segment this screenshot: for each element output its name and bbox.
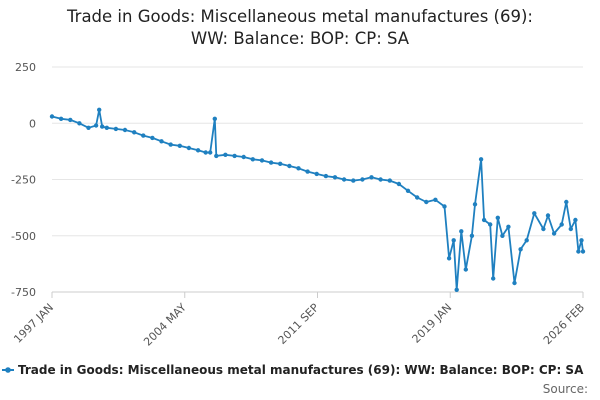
data-point [278, 161, 283, 166]
data-point [463, 267, 468, 272]
data-point [186, 145, 192, 151]
data-point [223, 152, 228, 157]
data-point [442, 204, 447, 209]
data-point [100, 124, 105, 129]
x-tick-label: 2019 JAN [410, 301, 455, 346]
data-point [481, 217, 487, 223]
data-point [495, 215, 500, 220]
data-point [208, 150, 213, 155]
legend-marker-icon [5, 367, 11, 373]
data-point [446, 256, 452, 261]
x-tick-label: 2004 MAY [141, 301, 189, 349]
data-point [551, 231, 557, 236]
source-label: Source: [543, 382, 588, 396]
data-point [58, 116, 64, 122]
data-point [500, 233, 505, 238]
data-point [488, 222, 493, 227]
data-point [168, 142, 173, 147]
data-point [305, 169, 310, 174]
data-point [579, 238, 584, 243]
data-point [378, 177, 383, 182]
data-point [524, 238, 529, 243]
x-tick-label: 1997 JAN [11, 301, 56, 346]
data-point [369, 175, 374, 180]
data-point [159, 139, 164, 144]
y-tick-label: -500 [11, 230, 36, 243]
data-point [232, 153, 237, 159]
data-point [97, 107, 102, 113]
data-point [86, 125, 91, 130]
data-point [506, 224, 511, 229]
data-point [241, 154, 246, 160]
data-point [541, 226, 546, 232]
legend-label: Trade in Goods: Miscellaneous metal manu… [18, 363, 584, 377]
data-point [296, 166, 301, 171]
data-point [132, 130, 137, 135]
data-point [472, 202, 478, 207]
y-tick-label: -250 [11, 174, 36, 187]
data-point [195, 148, 201, 153]
data-point [532, 211, 537, 216]
data-point [104, 125, 110, 130]
data-point [491, 276, 496, 281]
y-tick-label: 250 [15, 61, 36, 74]
data-point [332, 175, 338, 180]
data-point [287, 163, 292, 169]
x-tick-label: 2011 SEP [276, 301, 322, 347]
data-point [424, 199, 429, 205]
x-tick-label: 2026 FEB [541, 301, 587, 347]
data-point [150, 135, 155, 141]
data-point [212, 116, 217, 122]
data-point [122, 127, 128, 133]
data-point [415, 195, 420, 200]
data-point [387, 178, 392, 183]
data-point [113, 126, 119, 132]
data-point [250, 157, 255, 162]
data-point [203, 150, 208, 155]
data-point [360, 177, 365, 182]
data-point [93, 123, 99, 128]
series-line [51, 108, 584, 291]
data-point [580, 249, 586, 254]
data-point [49, 114, 55, 119]
data-point [268, 160, 274, 165]
data-point [568, 226, 573, 232]
data-point [351, 178, 356, 183]
data-point [68, 117, 73, 123]
data-point [77, 121, 82, 126]
y-tick-label: 0 [29, 117, 36, 130]
data-point [396, 181, 402, 187]
data-point [141, 133, 146, 138]
data-point [177, 143, 182, 148]
data-point [469, 233, 475, 238]
data-point [564, 199, 569, 205]
data-point [559, 222, 564, 227]
y-tick-label: -750 [11, 286, 36, 299]
chart-title-line-1: Trade in Goods: Miscellaneous metal manu… [67, 7, 533, 26]
data-point [214, 153, 219, 159]
data-point [341, 177, 347, 182]
data-point [451, 238, 456, 243]
data-point [518, 247, 523, 252]
data-point [454, 287, 459, 292]
data-point [459, 229, 464, 234]
chart-title: Trade in Goods: Miscellaneous metal manu… [0, 6, 600, 50]
data-point [259, 158, 265, 163]
data-point [323, 173, 329, 179]
data-point [576, 249, 581, 254]
data-point [478, 157, 484, 162]
data-point [545, 213, 551, 218]
data-point [405, 188, 411, 193]
data-point [573, 217, 578, 223]
chart-title-line-2: WW: Balance: BOP: CP: SA [190, 29, 410, 48]
data-point [433, 197, 438, 202]
data-point [512, 280, 517, 286]
data-point [314, 171, 319, 177]
